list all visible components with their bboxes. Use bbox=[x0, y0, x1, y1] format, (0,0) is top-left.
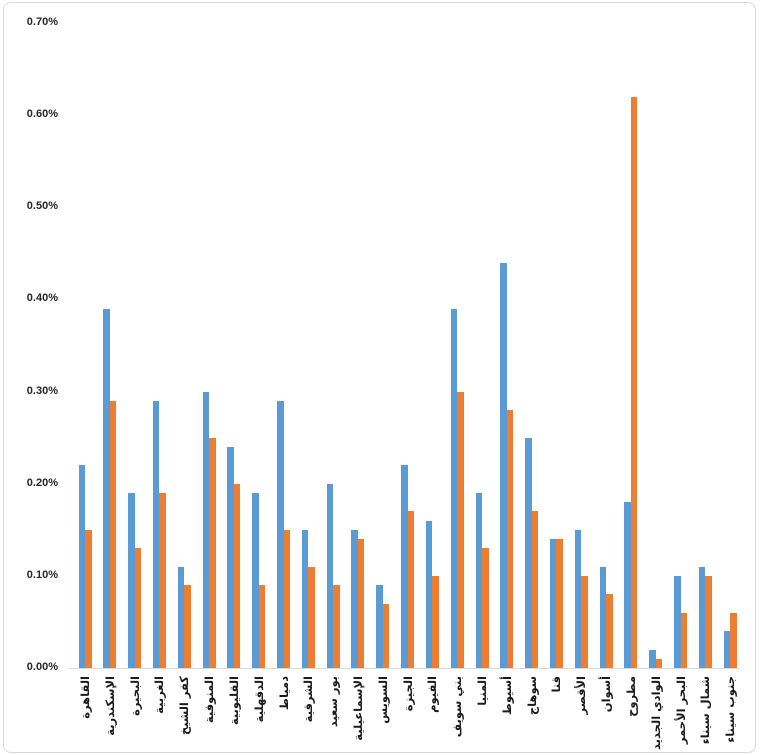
bar-series-2-orange-11 bbox=[357, 539, 365, 668]
bar-series-1-blue-6 bbox=[227, 446, 234, 668]
bar-series-1-blue-5 bbox=[202, 391, 210, 668]
bar-series-2-orange-4 bbox=[184, 585, 191, 668]
x-category-label: أسيوط bbox=[499, 676, 514, 716]
bar-series-1-blue-17 bbox=[500, 262, 507, 668]
x-category-label: جنوب سيناء bbox=[723, 676, 738, 743]
bar-series-2-orange-5 bbox=[209, 437, 216, 668]
bar-series-2-orange-6 bbox=[233, 483, 241, 668]
x-category-label: شمال سيناء bbox=[698, 676, 713, 745]
x-category-label: الشرقية bbox=[301, 676, 316, 723]
bar-series-1-blue-23 bbox=[649, 649, 656, 668]
bar-series-2-orange-3 bbox=[159, 492, 166, 668]
x-category-label: بني سويف bbox=[450, 676, 465, 738]
bar-series-2-orange-17 bbox=[506, 410, 514, 668]
x-category-label: الإسماعيلية bbox=[350, 676, 365, 741]
bar-series-2-orange-22 bbox=[630, 96, 638, 668]
x-category-label: مطروح bbox=[623, 676, 638, 717]
x-category-label: السويس bbox=[375, 676, 390, 724]
bar-series-1-blue-10 bbox=[326, 483, 334, 668]
x-category-label: الأقصر bbox=[574, 676, 589, 715]
y-axis-tick-label: 0.10% bbox=[26, 568, 58, 581]
x-category-label: كفر الشيخ bbox=[177, 676, 192, 736]
x-category-label: المنيا bbox=[475, 676, 490, 706]
bar-series-1-blue-18 bbox=[525, 437, 532, 668]
bar-series-2-orange-18 bbox=[531, 511, 539, 668]
bar-series-1-blue-25 bbox=[698, 566, 706, 668]
bar-series-2-orange-10 bbox=[333, 585, 340, 668]
x-category-label: المنوفية bbox=[202, 676, 217, 724]
bar-series-1-blue-12 bbox=[376, 585, 383, 668]
bar-series-2-orange-9 bbox=[308, 566, 315, 668]
bar-series-2-orange-1 bbox=[109, 400, 117, 668]
x-category-label: الدقهلية bbox=[251, 676, 266, 723]
bar-series-1-blue-16 bbox=[475, 492, 483, 668]
bar-series-1-blue-9 bbox=[301, 529, 309, 668]
bar-series-1-blue-24 bbox=[674, 575, 681, 668]
x-category-label: الإسكندرية bbox=[102, 676, 117, 736]
x-category-label: سوهاج bbox=[524, 676, 539, 716]
y-axis-tick-label: 0.40% bbox=[26, 292, 58, 305]
bar-series-1-blue-21 bbox=[599, 566, 607, 668]
bar-series-2-orange-8 bbox=[283, 529, 291, 668]
x-category-label: أسوان bbox=[599, 676, 614, 713]
y-axis-tick-label: 0.00% bbox=[26, 661, 58, 673]
bar-series-1-blue-1 bbox=[103, 308, 110, 668]
bar-series-2-orange-14 bbox=[432, 575, 439, 668]
x-category-label: البحيرة bbox=[127, 676, 142, 716]
y-axis-tick-label: 0.60% bbox=[26, 108, 58, 121]
bar-series-2-orange-12 bbox=[382, 603, 390, 668]
bar-series-2-orange-26 bbox=[730, 612, 737, 668]
y-axis-tick-label: 0.70% bbox=[26, 16, 58, 28]
bar-series-1-blue-22 bbox=[624, 502, 631, 668]
bar-series-2-orange-7 bbox=[258, 585, 266, 668]
x-category-label: بور سعيد bbox=[326, 676, 341, 728]
bar-series-1-blue-7 bbox=[252, 492, 259, 668]
x-category-label: قنا bbox=[549, 676, 564, 693]
x-category-label: الوادي الجديد bbox=[648, 676, 663, 751]
bar-series-1-blue-19 bbox=[549, 539, 557, 668]
bar-series-1-blue-14 bbox=[425, 520, 433, 668]
y-axis-tick-label: 0.50% bbox=[26, 200, 58, 213]
x-category-label: القاهرة bbox=[78, 676, 92, 719]
bar-series-2-orange-20 bbox=[581, 575, 588, 668]
bar-series-1-blue-4 bbox=[177, 566, 185, 668]
x-axis-line bbox=[68, 668, 740, 669]
x-category-label: الفيوم bbox=[425, 676, 440, 713]
bar-series-1-blue-3 bbox=[152, 400, 160, 668]
bar-series-2-orange-16 bbox=[482, 548, 489, 668]
bar-series-1-blue-11 bbox=[351, 529, 358, 668]
y-axis-tick-label: 0.30% bbox=[26, 384, 58, 397]
bar-series-2-orange-24 bbox=[680, 612, 688, 668]
bar-series-2-orange-23 bbox=[655, 658, 663, 668]
bar-series-2-orange-2 bbox=[134, 548, 142, 668]
bar-series-1-blue-0 bbox=[78, 465, 85, 668]
bar-series-2-orange-15 bbox=[457, 391, 464, 668]
x-category-label: الغربية bbox=[152, 676, 167, 714]
x-category-label: الجيزة bbox=[400, 676, 415, 712]
x-category-label: القليوبية bbox=[226, 676, 241, 726]
bar-series-1-blue-15 bbox=[450, 308, 458, 668]
bar-series-2-orange-13 bbox=[407, 511, 415, 668]
bar-series-1-blue-20 bbox=[574, 529, 582, 668]
x-category-label: البحر الأحمر bbox=[673, 676, 688, 745]
y-axis-tick-label: 0.20% bbox=[26, 476, 58, 489]
x-category-label: دمياط bbox=[276, 676, 291, 710]
bar-series-1-blue-13 bbox=[401, 465, 408, 668]
bar-series-1-blue-8 bbox=[277, 400, 284, 668]
bar-series-2-orange-25 bbox=[705, 575, 712, 668]
bar-series-1-blue-26 bbox=[723, 631, 731, 668]
bar-series-2-orange-0 bbox=[85, 529, 92, 668]
bar-series-2-orange-21 bbox=[606, 594, 613, 668]
bar-series-1-blue-2 bbox=[128, 492, 135, 668]
bar-series-2-orange-19 bbox=[556, 539, 563, 668]
